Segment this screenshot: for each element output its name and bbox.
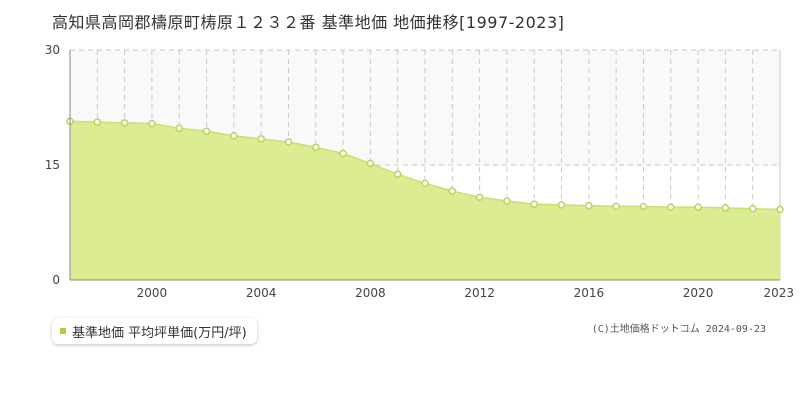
data-point bbox=[530, 200, 538, 208]
data-point bbox=[393, 170, 402, 178]
data-point bbox=[639, 202, 648, 211]
data-point bbox=[503, 197, 511, 205]
x-tick-label: 2016 bbox=[574, 286, 605, 300]
data-point bbox=[175, 124, 183, 132]
data-point bbox=[339, 149, 347, 158]
x-tick-label: 2020 bbox=[683, 286, 714, 300]
data-point bbox=[312, 143, 320, 152]
y-tick-label: 30 bbox=[45, 43, 60, 57]
chart-title: 高知県高岡郡檮原町梼原１２３２番 基準地価 地価推移[1997-2023] bbox=[52, 13, 565, 32]
data-point bbox=[585, 201, 593, 210]
data-point bbox=[148, 119, 156, 128]
data-point bbox=[448, 187, 457, 195]
copyright-text: (C)土地価格ドットコム 2024-09-23 bbox=[591, 324, 766, 335]
data-point bbox=[230, 132, 238, 140]
data-point bbox=[694, 203, 702, 211]
data-points bbox=[66, 117, 784, 214]
data-point bbox=[667, 203, 675, 211]
data-point bbox=[475, 193, 484, 201]
data-point bbox=[202, 127, 211, 136]
y-tick-label: 0 bbox=[52, 273, 60, 287]
data-point bbox=[366, 159, 375, 168]
data-point bbox=[748, 204, 757, 213]
y-tick-label: 15 bbox=[45, 158, 60, 172]
x-tick-label: 2000 bbox=[137, 286, 168, 300]
x-tick-label: 2012 bbox=[464, 286, 495, 300]
x-tick-label: 2008 bbox=[355, 286, 386, 300]
legend-marker bbox=[60, 328, 66, 334]
data-point bbox=[612, 202, 620, 211]
axes bbox=[69, 50, 780, 281]
data-point bbox=[776, 205, 784, 214]
data-point bbox=[421, 179, 429, 188]
data-point bbox=[284, 138, 293, 146]
data-point bbox=[721, 204, 730, 212]
data-point bbox=[257, 135, 265, 143]
legend-label: 基準地価 平均坪単価(万円/坪) bbox=[72, 325, 247, 341]
data-point bbox=[557, 201, 566, 209]
area-fill bbox=[70, 121, 780, 280]
data-point bbox=[120, 119, 129, 127]
tick-labels: 0 15 30 2000 2004 2008 2012 2016 2020 2023 bbox=[45, 43, 794, 300]
legend: 基準地価 平均坪単価(万円/坪) bbox=[52, 318, 257, 344]
x-tick-label: 2004 bbox=[246, 286, 277, 300]
data-point bbox=[93, 118, 102, 126]
x-tick-label: 2023 bbox=[763, 286, 794, 300]
